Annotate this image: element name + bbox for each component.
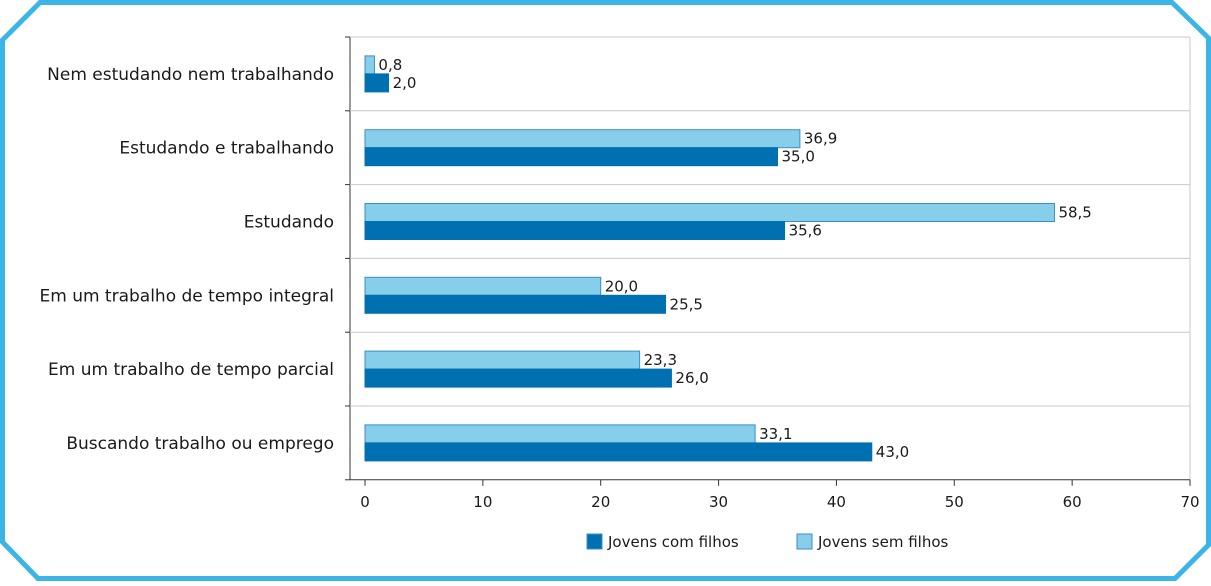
x-tick-label: 10 — [473, 493, 492, 511]
legend-swatch — [586, 533, 603, 550]
bar — [364, 424, 756, 444]
data-label: 2,0 — [393, 74, 417, 92]
legend: Jovens com filhos Jovens sem filhos — [586, 533, 949, 551]
category-label: Estudando — [244, 213, 334, 233]
x-tick-label: 50 — [945, 493, 964, 511]
bar — [364, 368, 672, 388]
bar — [364, 55, 375, 75]
category-label: Buscando trabalho ou emprego — [66, 434, 334, 454]
category-label: Nem estudando nem trabalhando — [47, 65, 334, 85]
x-tick-label: 30 — [709, 493, 728, 511]
data-label: 58,5 — [1058, 204, 1091, 222]
data-label: 20,0 — [605, 277, 638, 295]
data-label: 43,0 — [876, 443, 909, 461]
bar — [364, 294, 667, 314]
data-label: 25,5 — [670, 295, 703, 313]
bar — [364, 73, 390, 93]
bar — [364, 129, 801, 149]
grid-layer — [345, 36, 1191, 481]
bar — [364, 276, 602, 296]
x-tick-label: 40 — [827, 493, 846, 511]
category-label: Em um trabalho de tempo parcial — [48, 360, 334, 380]
x-tick-label: 20 — [591, 493, 610, 511]
legend-label: Jovens com filhos — [607, 533, 739, 551]
data-label: 23,3 — [644, 351, 677, 369]
data-label: 35,0 — [782, 148, 815, 166]
x-tick-label: 60 — [1063, 493, 1082, 511]
bar — [364, 203, 1055, 222]
x-tick-label: 70 — [1180, 493, 1199, 511]
data-label: 36,9 — [804, 130, 837, 148]
bar — [364, 350, 641, 370]
data-label: 26,0 — [675, 369, 708, 387]
legend-label: Jovens sem filhos — [817, 533, 949, 551]
x-axis: 0 10 20 30 40 50 60 70 — [350, 479, 1200, 511]
data-label: 33,1 — [759, 425, 792, 443]
category-labels: Nem estudando nem trabalhando Estudando e… — [39, 65, 334, 454]
legend-swatch — [796, 533, 813, 550]
bars-layer: 0,82,0 36,935,0 58,5 35,6 20,0 25,5 23,326,0 33… — [364, 55, 1092, 462]
bar — [364, 442, 873, 462]
bar — [364, 147, 778, 167]
bar — [364, 221, 786, 240]
x-tick-label: 0 — [360, 493, 370, 511]
category-label: Em um trabalho de tempo integral — [39, 286, 334, 306]
category-label: Estudando e trabalhando — [119, 139, 334, 159]
data-label: 35,6 — [789, 222, 822, 240]
data-label: 0,8 — [378, 56, 402, 74]
